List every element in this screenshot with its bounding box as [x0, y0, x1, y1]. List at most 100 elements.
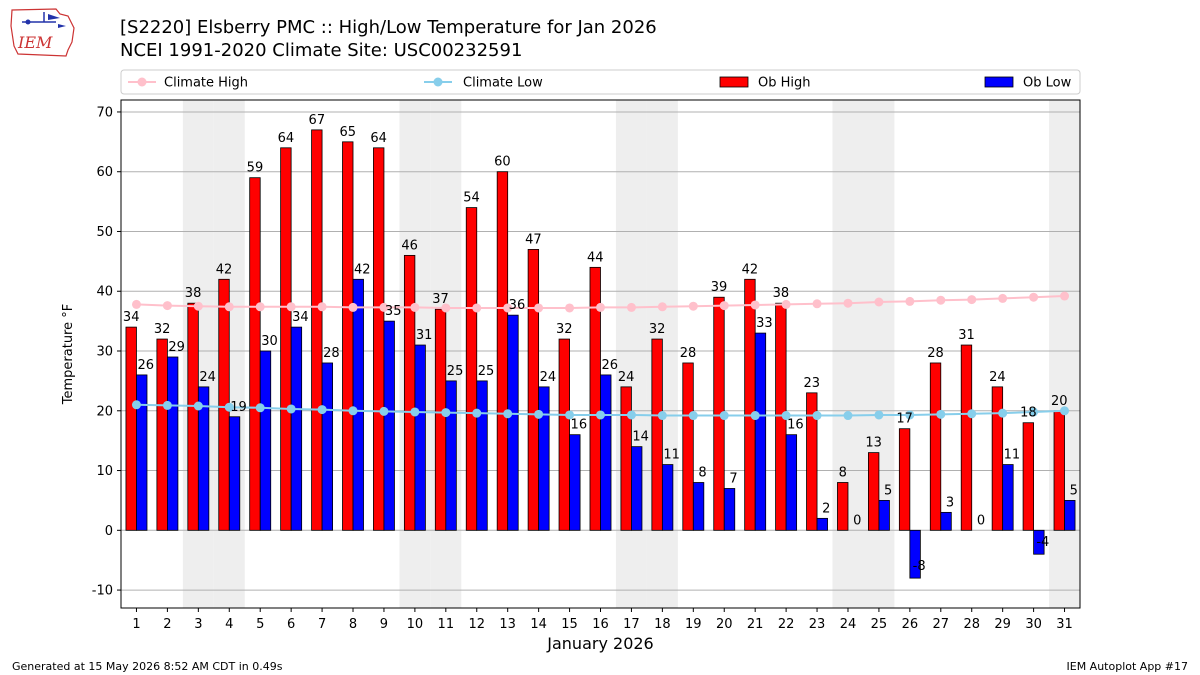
climate-low-point: [534, 409, 544, 419]
ob-low-label: 0: [853, 513, 861, 528]
weekend-band: [1049, 100, 1080, 608]
ob-high-label: 32: [649, 322, 666, 337]
x-tick-label: 13: [499, 617, 516, 632]
climate-low-point: [812, 411, 822, 421]
climate-low-point: [874, 410, 884, 420]
ob-high-label: 28: [680, 346, 697, 361]
climate-high-point: [379, 302, 389, 312]
climate-high-point: [812, 299, 822, 309]
ob-high-label: 54: [463, 191, 480, 206]
x-tick-label: 26: [902, 617, 919, 632]
ob-high-label: 8: [839, 465, 847, 480]
ob-high-label: 59: [247, 161, 264, 176]
x-tick-label: 2: [163, 617, 171, 632]
ob-low-label: -4: [1036, 535, 1049, 550]
ob-low-label: 19: [230, 400, 247, 415]
ob-low-label: 8: [698, 465, 706, 480]
climate-high-point: [255, 302, 265, 312]
climate-high-point: [441, 303, 451, 313]
ob-high-label: 42: [742, 262, 759, 277]
x-tick-label: 28: [963, 617, 980, 632]
ob-high-bar: [1053, 410, 1065, 531]
ob-low-label: 7: [729, 471, 737, 486]
ob-low-label: 33: [756, 316, 773, 331]
x-tick-label: 18: [654, 617, 671, 632]
x-tick-label: 16: [592, 617, 609, 632]
ob-low-label: 0: [977, 513, 985, 528]
ob-high-bar: [280, 147, 292, 531]
climate-low-point: [472, 408, 482, 418]
ob-high-label: 44: [587, 250, 604, 265]
ob-high-bar: [837, 482, 849, 531]
climate-low-point: [936, 409, 946, 419]
ob-high-label: 37: [432, 292, 449, 307]
climate-high-point: [905, 296, 915, 306]
ob-low-label: 5: [1070, 483, 1078, 498]
ob-low-bar: [259, 350, 272, 531]
x-tick-label: 30: [1025, 617, 1042, 632]
x-tick-label: 12: [468, 617, 485, 632]
climate-high-point: [503, 303, 513, 313]
x-tick-label: 20: [716, 617, 733, 632]
climate-high-point: [719, 301, 729, 311]
x-tick-label: 27: [933, 617, 950, 632]
ob-low-bar: [909, 529, 921, 579]
ob-high-bar: [342, 141, 354, 531]
climate-high-point: [162, 301, 172, 311]
climate-low-point: [503, 409, 513, 419]
ob-high-label: 38: [773, 286, 790, 301]
ob-high-bar: [125, 326, 137, 531]
ob-low-label: 36: [509, 298, 526, 313]
ob-high-label: 20: [1051, 394, 1068, 409]
ob-high-bar: [558, 338, 570, 531]
ob-high-bar: [960, 344, 973, 531]
x-tick-label: 15: [561, 617, 578, 632]
climate-high-point: [410, 302, 420, 312]
climate-high-point: [193, 301, 203, 311]
x-tick-label: 7: [318, 617, 326, 632]
ob-high-label: 13: [865, 436, 882, 451]
y-tick-label: 40: [96, 285, 113, 300]
ob-high-label: 17: [896, 412, 913, 427]
ob-low-bar: [352, 278, 364, 531]
x-tick-label: 8: [349, 617, 357, 632]
climate-low-point: [379, 406, 389, 416]
ob-high-bar: [651, 338, 663, 531]
ob-low-bar: [507, 314, 519, 531]
x-tick-label: 19: [685, 617, 702, 632]
ob-high-bar: [1022, 422, 1034, 531]
ob-low-bar: [661, 464, 674, 531]
climate-low-point: [317, 405, 327, 415]
climate-low-point: [967, 409, 977, 419]
ob-low-label: 24: [199, 370, 216, 385]
ob-high-label: 64: [278, 131, 295, 146]
climate-high-point: [874, 297, 884, 307]
ob-high-label: 34: [123, 310, 140, 325]
ob-high-label: 39: [711, 280, 728, 295]
ob-high-bar: [403, 254, 416, 531]
climate-low-point: [131, 400, 141, 410]
ob-high-label: 64: [370, 131, 387, 146]
climate-low-point: [286, 404, 296, 414]
ob-high-bar: [373, 147, 385, 531]
x-tick-label: 1: [132, 617, 140, 632]
climate-low-point: [905, 410, 915, 420]
climate-low-point: [719, 411, 729, 421]
chart-title: [S2220] Elsberry PMC :: High/Low Tempera…: [120, 17, 657, 38]
climate-high-point: [781, 299, 791, 309]
climate-high-point: [1060, 291, 1070, 301]
ob-high-bar: [434, 308, 447, 531]
ob-high-label: 47: [525, 232, 542, 247]
legend-ob-low-swatch: [984, 76, 1014, 88]
ob-low-bar: [785, 434, 798, 531]
climate-high-point: [348, 302, 358, 312]
ob-low-bar: [167, 356, 179, 531]
climate-low-point: [596, 410, 605, 420]
x-tick-label: 23: [809, 617, 826, 632]
ob-high-bar: [620, 386, 632, 531]
ob-low-bar: [1033, 529, 1045, 555]
y-tick-label: 50: [96, 225, 113, 240]
chart-subtitle: NCEI 1991-2020 Climate Site: USC00232591: [120, 40, 523, 61]
ob-high-label: 67: [309, 113, 326, 128]
x-tick-label: 29: [994, 617, 1011, 632]
